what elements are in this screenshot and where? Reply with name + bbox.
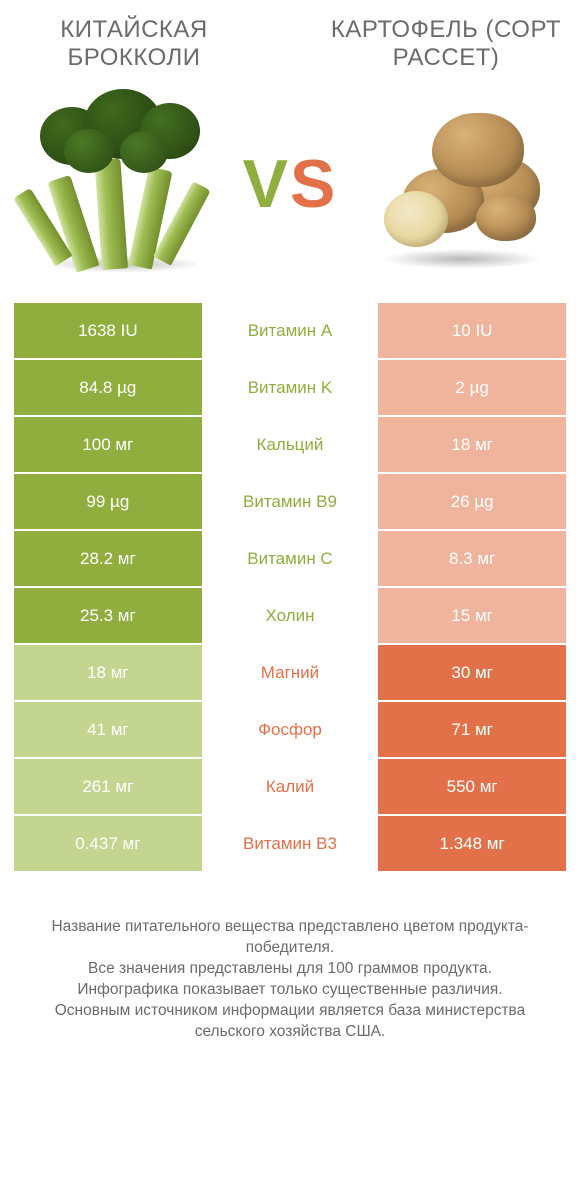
left-value: 18 мг [14, 645, 202, 700]
broccoli-icon [24, 89, 214, 279]
nutrient-name: Витамин A [202, 303, 379, 358]
infographic: КИТАЙСКАЯ БРОККОЛИ КАРТОФЕЛЬ (СОРТ РАССЕ… [0, 0, 580, 1043]
table-row: 28.2 мгВитамин C8.3 мг [14, 529, 566, 586]
nutrient-name: Фосфор [202, 702, 379, 757]
footer-line: Все значения представлены для 100 граммо… [32, 959, 548, 980]
left-value: 261 мг [14, 759, 202, 814]
nutrient-name: Витамин B3 [202, 816, 379, 871]
vs-label: VS [243, 145, 338, 223]
left-value: 100 мг [14, 417, 202, 472]
nutrient-name: Калий [202, 759, 379, 814]
vs-v: V [243, 145, 290, 223]
table-row: 84.8 µgВитамин K2 µg [14, 358, 566, 415]
titles-row: КИТАЙСКАЯ БРОККОЛИ КАРТОФЕЛЬ (СОРТ РАССЕ… [14, 16, 566, 71]
right-value: 8.3 мг [378, 531, 566, 586]
right-value: 30 мг [378, 645, 566, 700]
left-value: 0.437 мг [14, 816, 202, 871]
nutrient-name: Витамин K [202, 360, 379, 415]
nutrient-name: Кальций [202, 417, 379, 472]
table-row: 99 µgВитамин B926 µg [14, 472, 566, 529]
nutrient-name: Витамин B9 [202, 474, 379, 529]
right-value: 15 мг [378, 588, 566, 643]
left-value: 1638 IU [14, 303, 202, 358]
left-value: 28.2 мг [14, 531, 202, 586]
right-value: 71 мг [378, 702, 566, 757]
right-value: 18 мг [378, 417, 566, 472]
footer-line: Название питательного вещества представл… [32, 917, 548, 959]
right-value: 1.348 мг [378, 816, 566, 871]
table-row: 18 мгМагний30 мг [14, 643, 566, 700]
table-row: 0.437 мгВитамин B31.348 мг [14, 814, 566, 871]
left-value: 99 µg [14, 474, 202, 529]
right-product-image [356, 84, 566, 284]
left-product-title: КИТАЙСКАЯ БРОККОЛИ [14, 16, 254, 71]
table-row: 41 мгФосфор71 мг [14, 700, 566, 757]
nutrient-name: Холин [202, 588, 379, 643]
right-value: 10 IU [378, 303, 566, 358]
left-value: 41 мг [14, 702, 202, 757]
table-row: 100 мгКальций18 мг [14, 415, 566, 472]
images-row: VS [14, 79, 566, 289]
table-row: 25.3 мгХолин15 мг [14, 586, 566, 643]
potatoes-icon [366, 99, 556, 269]
right-product-title: КАРТОФЕЛЬ (СОРТ РАССЕТ) [326, 16, 566, 71]
vs-s: S [290, 145, 337, 223]
left-value: 25.3 мг [14, 588, 202, 643]
table-row: 1638 IUВитамин A10 IU [14, 301, 566, 358]
left-value: 84.8 µg [14, 360, 202, 415]
footer-notes: Название питательного вещества представл… [14, 917, 566, 1043]
right-value: 2 µg [378, 360, 566, 415]
footer-line: Основным источником информации является … [32, 1001, 548, 1043]
nutrient-name: Витамин C [202, 531, 379, 586]
right-value: 550 мг [378, 759, 566, 814]
table-row: 261 мгКалий550 мг [14, 757, 566, 814]
right-value: 26 µg [378, 474, 566, 529]
footer-line: Инфографика показывает только существенн… [32, 980, 548, 1001]
nutrient-table: 1638 IUВитамин A10 IU84.8 µgВитамин K2 µ… [14, 301, 566, 871]
left-product-image [14, 84, 224, 284]
nutrient-name: Магний [202, 645, 379, 700]
